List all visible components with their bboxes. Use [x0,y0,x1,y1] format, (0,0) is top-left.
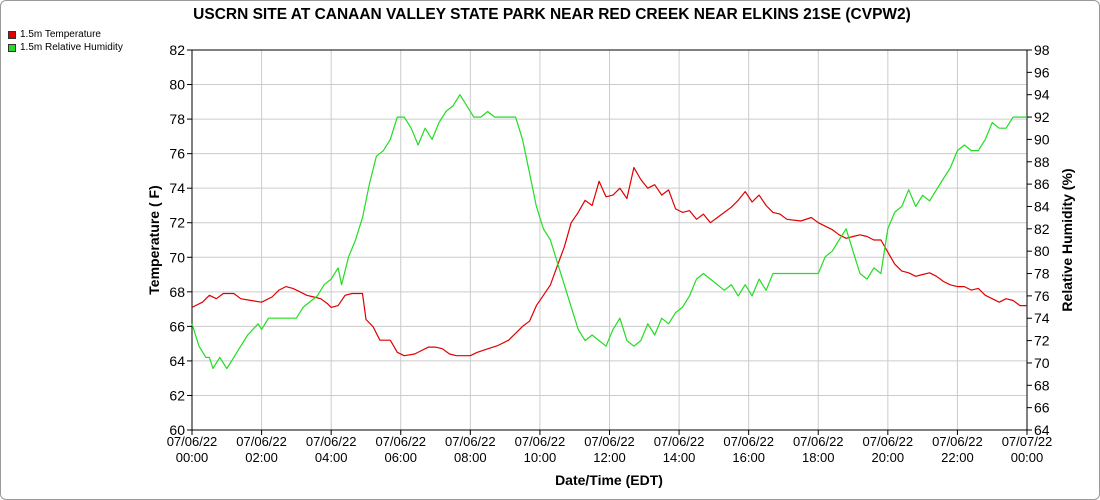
x-tick-label-time: 00:00 [176,450,209,465]
y-tick-label-right: 76 [1034,288,1050,304]
legend-swatch-temperature [8,30,16,39]
x-tick-label-time: 06:00 [384,450,417,465]
legend-item-temperature: 1.5m Temperature [8,28,123,41]
x-tick-label-date: 07/06/22 [584,434,635,449]
y-tick-label-left: 62 [169,387,185,403]
legend-item-humidity: 1.5m Relative Humidity [8,41,123,54]
y-tick-label-left: 70 [169,249,185,265]
y-tick-label-left: 72 [169,215,185,231]
y-tick-label-right: 80 [1034,243,1050,259]
x-tick-label-time: 18:00 [802,450,835,465]
chart-title: USCRN SITE AT CANAAN VALLEY STATE PARK N… [193,6,911,23]
y-tick-label-right: 94 [1034,87,1050,103]
y-tick-label-right: 64 [1034,422,1050,438]
series-line-humidity [191,94,1027,370]
x-tick-label-date: 07/06/22 [723,434,774,449]
x-axis: 07/06/2200:0007/06/2202:0007/06/2204:000… [167,430,1053,465]
y-tick-label-right: 82 [1034,221,1050,237]
x-tick-label-time: 10:00 [524,450,557,465]
x-tick-label-time: 04:00 [315,450,348,465]
y-tick-label-right: 96 [1034,64,1050,80]
x-axis-label: Date/Time (EDT) [555,472,663,488]
x-tick-label-date: 07/06/22 [306,434,357,449]
y-tick-label-left: 68 [169,284,185,300]
y-axis-left: 60 62 64 66 68 70 72 74 76 78 80 82 [169,42,192,438]
y-tick-label-right: 74 [1034,310,1050,326]
x-tick-label-time: 02:00 [245,450,278,465]
y-tick-label-right: 88 [1034,154,1050,170]
y-tick-label-right: 86 [1034,176,1050,192]
x-tick-label-date: 07/06/22 [515,434,566,449]
x-tick-label-time: 20:00 [872,450,905,465]
legend-label-humidity: 1.5m Relative Humidity [20,42,123,53]
x-tick-label-time: 22:00 [941,450,974,465]
y-axis-left-label: Temperature ( F) [146,185,162,294]
x-tick-label-date: 07/06/22 [863,434,914,449]
x-tick-label-date: 07/06/22 [375,434,426,449]
y-tick-label-right: 84 [1034,198,1050,214]
y-tick-label-right: 78 [1034,266,1050,282]
grid-lines [191,49,1028,431]
x-tick-label-date: 07/06/22 [793,434,844,449]
x-tick-label-time: 14:00 [663,450,696,465]
x-tick-label-date: 07/06/22 [236,434,287,449]
y-tick-label-right: 72 [1034,333,1050,349]
legend: 1.5m Temperature 1.5m Relative Humidity [8,28,123,54]
x-tick-label-time: 00:00 [1011,450,1044,465]
y-tick-label-left: 64 [169,353,185,369]
y-tick-label-right: 98 [1034,42,1050,58]
y-tick-label-left: 74 [169,180,185,196]
y-tick-label-right: 90 [1034,131,1050,147]
y-tick-label-left: 80 [169,77,185,93]
y-tick-label-left: 78 [169,111,185,127]
y-tick-label-left: 60 [169,422,185,438]
x-tick-label-date: 07/06/22 [654,434,705,449]
y-tick-label-right: 68 [1034,377,1050,393]
x-tick-label-date: 07/06/22 [932,434,983,449]
y-axis-right-label: Relative Humidity (%) [1059,168,1075,311]
y-axis-right: 64 66 68 70 72 74 76 78 80 82 84 86 88 90 92 94 96 98 [1027,42,1050,438]
x-tick-label-time: 12:00 [593,450,626,465]
x-tick-label-time: 16:00 [732,450,765,465]
x-tick-label-time: 08:00 [454,450,487,465]
legend-label-temperature: 1.5m Temperature [20,29,101,40]
y-tick-label-right: 70 [1034,355,1050,371]
legend-swatch-humidity [8,43,16,52]
y-tick-label-right: 66 [1034,400,1050,416]
y-tick-label-left: 82 [169,42,185,58]
x-tick-label-date: 07/06/22 [445,434,496,449]
x-tick-label-date: 07/06/22 [167,434,218,449]
series-lines [191,94,1027,370]
y-tick-label-left: 66 [169,318,185,334]
y-tick-label-right: 92 [1034,109,1050,125]
y-tick-label-left: 76 [169,146,185,162]
series-line-temperature [191,166,1027,357]
x-tick-label-date: 07/07/22 [1002,434,1053,449]
